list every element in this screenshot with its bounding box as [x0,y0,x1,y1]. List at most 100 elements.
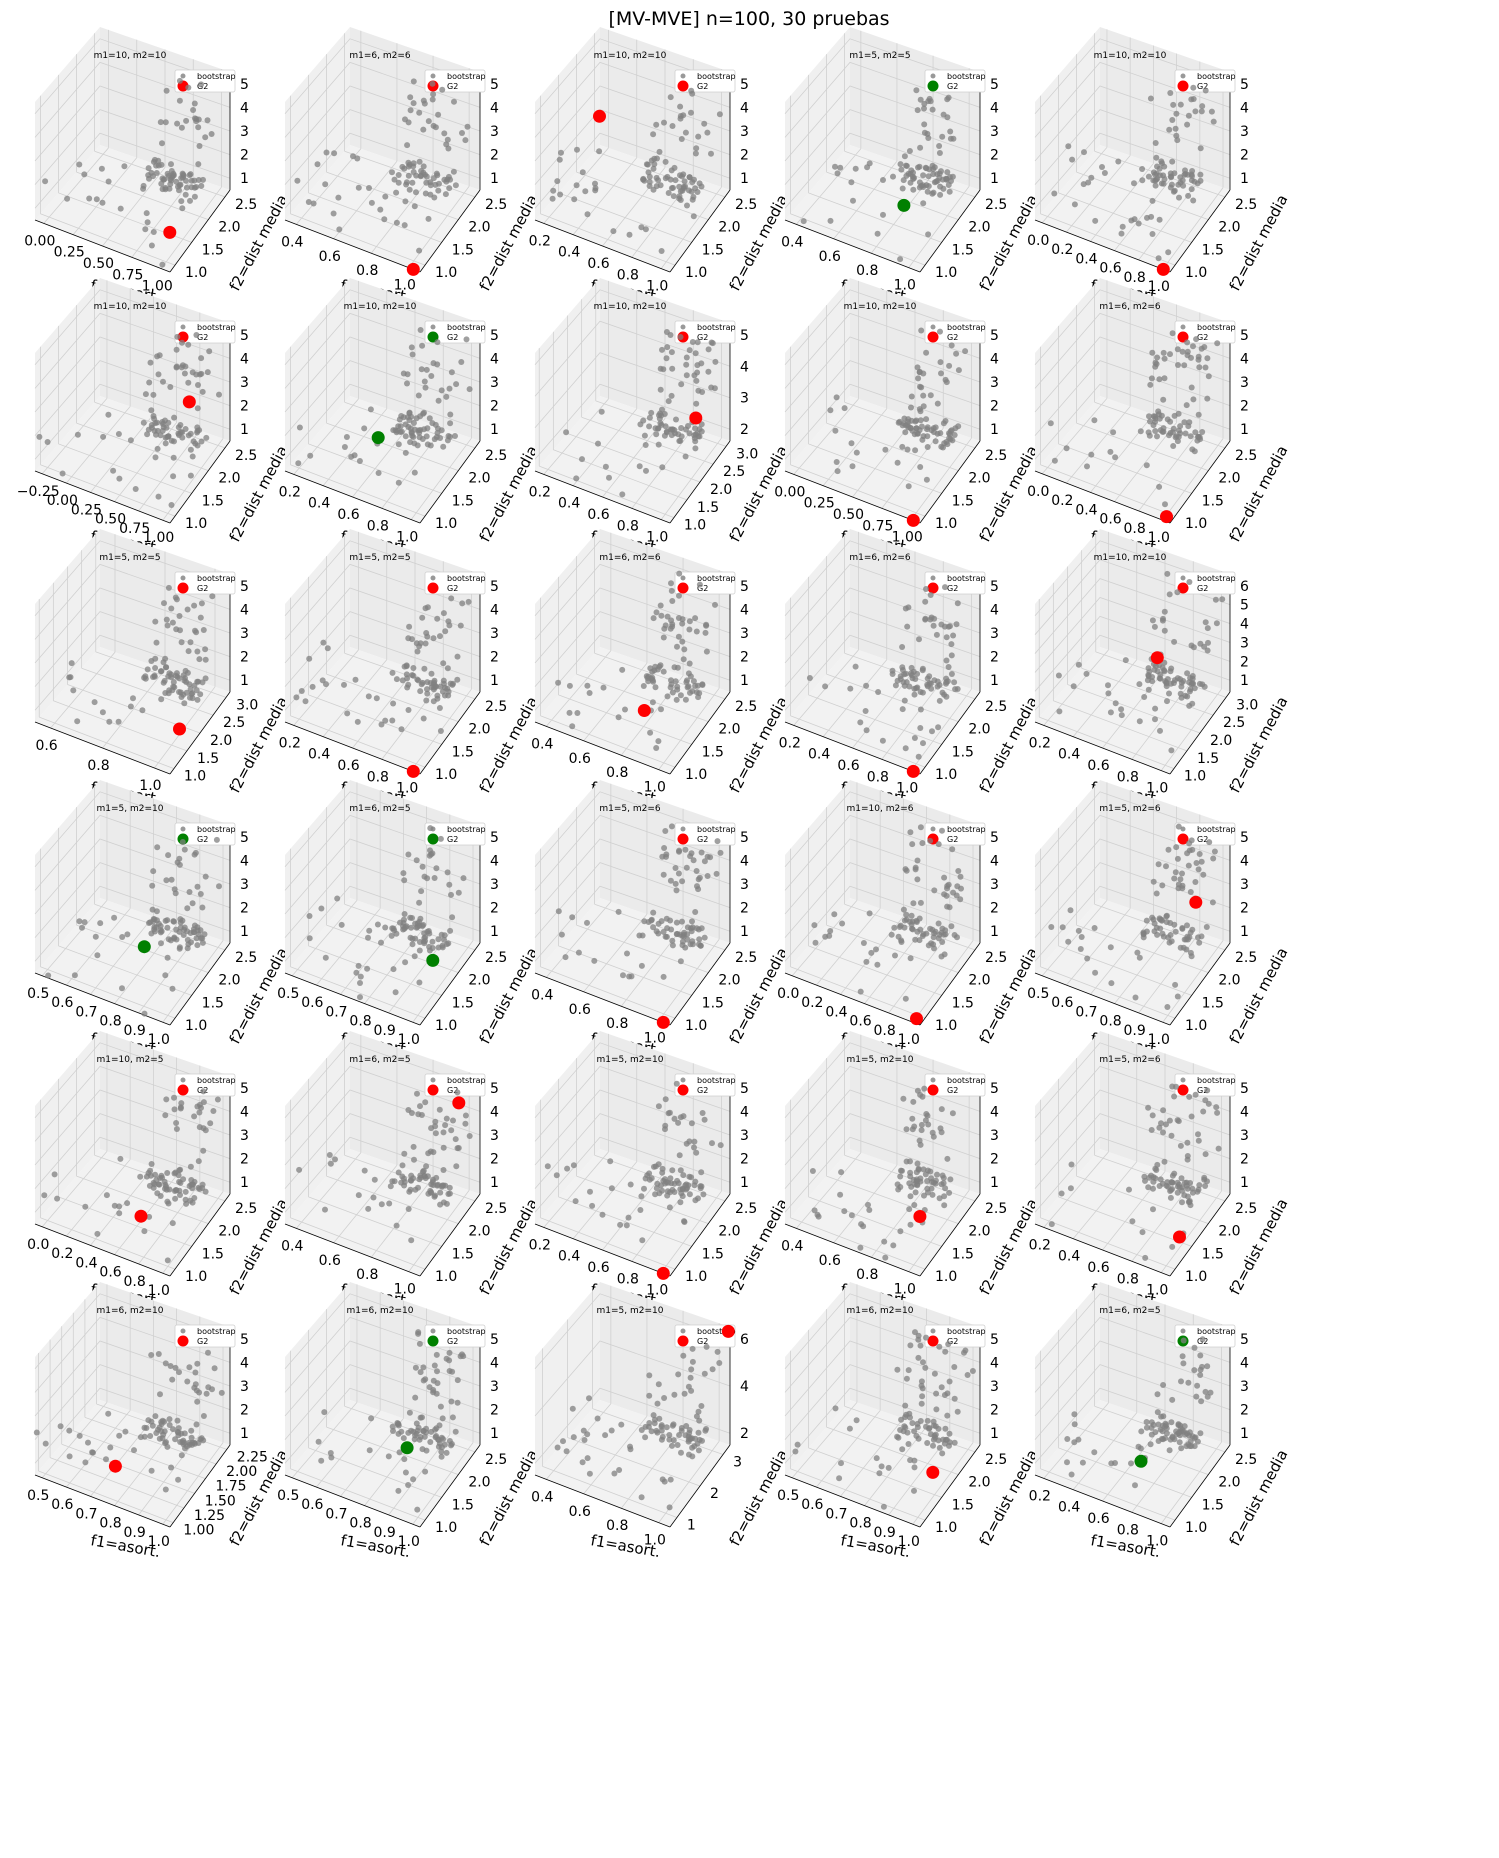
bootstrap-point [673,887,680,894]
bootstrap-point [698,849,705,856]
bootstrap-point [1190,84,1197,91]
x-tick-label: 1.0 [644,780,666,796]
gridline-z [284,289,481,366]
bootstrap-point [1173,1428,1180,1435]
bootstrap-point [398,726,405,733]
bootstrap-point [1081,149,1087,156]
bootstrap-point [1172,981,1179,988]
bootstrap-point [1198,345,1205,352]
bootstrap-point [414,920,421,927]
bootstrap-point [873,946,879,953]
x-axis-line [784,972,921,1026]
gridline-x [1131,1432,1194,1513]
x-tick-label: 1.0 [898,1032,920,1048]
bootstrap-point [122,1428,129,1435]
x-tick-label: 0.6 [569,1002,591,1018]
bootstrap-point [431,677,438,684]
bootstrap-point [657,602,664,609]
z-tick-label: 1 [1240,171,1249,187]
bootstrap-point [1176,1439,1183,1446]
bootstrap-point [459,1351,465,1358]
legend-marker-bootstrap [430,575,436,581]
bootstrap-point [586,1470,593,1477]
bootstrap-point [401,877,408,884]
gridline-x [41,900,108,977]
bootstrap-point [672,865,679,871]
bootstrap-point [581,1437,588,1443]
gridline-z [534,383,731,460]
bootstrap-point [195,1158,202,1165]
bootstrap-point [422,1099,429,1106]
bootstrap-point [192,115,198,122]
bootstrap-point [906,918,913,925]
legend-marker-g2 [677,1084,689,1096]
bootstrap-point [155,1181,162,1188]
bootstrap-point [659,464,666,471]
bootstrap-point [1159,617,1166,624]
legend-box [174,571,236,595]
legend-marker-bootstrap [180,575,186,581]
bootstrap-point [1169,1083,1176,1090]
bootstrap-point [697,942,704,949]
bootstrap-point [696,1436,703,1443]
bootstrap-point [428,1125,435,1132]
bootstrap-point [667,877,674,884]
z-tick-label: 4 [990,853,999,869]
pane-floor [535,898,730,1025]
bootstrap-point [435,1443,442,1450]
y-tick-label: 2.5 [985,1201,1007,1217]
bootstrap-point [651,1163,657,1170]
bootstrap-point [1181,419,1188,426]
bootstrap-point [195,161,202,168]
bootstrap-point [105,411,112,418]
bootstrap-point [899,185,906,192]
gridline-z [1034,615,1231,692]
bootstrap-point [175,1432,182,1439]
bootstrap-point [463,336,470,343]
x-tick-label: 1.0 [398,1534,420,1550]
bootstrap-point [1161,608,1168,615]
bootstrap-point [323,149,330,156]
bootstrap-point [158,940,164,947]
bootstrap-point [66,1427,73,1434]
bootstrap-point [1204,395,1211,402]
gridline-y [558,192,692,243]
bootstrap-point [686,1427,693,1433]
bootstrap-point [656,663,663,670]
bootstrap-point [716,1360,723,1366]
bootstrap-point [1198,858,1205,865]
x-tick-label: 0.4 [1058,1249,1080,1265]
g2-point [1173,1230,1186,1244]
bootstrap-point [401,1456,408,1463]
bootstrap-point [1153,154,1160,161]
bootstrap-point [202,646,209,653]
bootstrap-point [176,928,183,935]
bootstrap-point [905,483,912,490]
gridline-x [333,160,398,240]
bootstrap-point [1150,1421,1157,1428]
bootstrap-point [1187,949,1194,956]
bootstrap-point [1146,413,1152,420]
bootstrap-point [411,953,418,960]
bootstrap-point [936,174,943,181]
bootstrap-point [1118,712,1125,719]
bootstrap-point [183,117,190,124]
bootstrap-point [1184,1139,1191,1146]
gridline-x [322,659,388,737]
bootstrap-point [1128,1460,1134,1467]
bootstrap-point [902,1414,909,1421]
bootstrap-point [1204,625,1211,632]
gridline-z [1034,1387,1231,1464]
y-tick-label: 2.5 [485,197,507,213]
bootstrap-point [446,881,453,888]
x-tick-label: 0.6 [849,1014,871,1030]
legend-marker-bootstrap [680,73,686,79]
bootstrap-point [160,659,167,666]
bootstrap-point [307,452,314,459]
z-tick-label: 3 [1240,124,1249,140]
bootstrap-point [676,592,682,599]
bootstrap-point [357,994,363,1001]
bootstrap-point [692,615,699,622]
bootstrap-point [940,420,947,427]
